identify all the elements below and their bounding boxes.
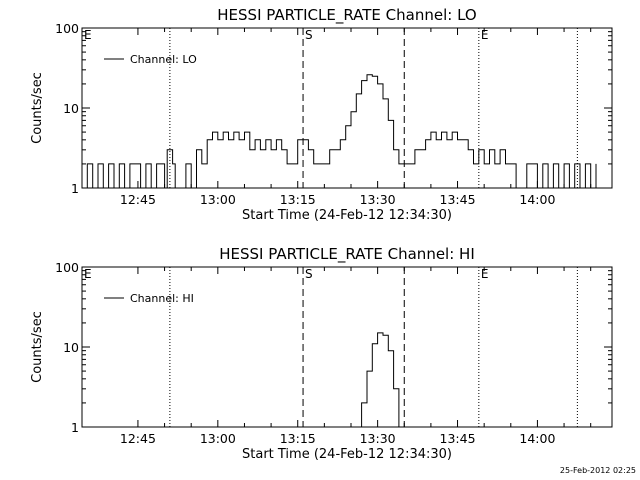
panel-lo: HESSI PARTICLE_RATE Channel: LO 12:45 13:0…: [30, 6, 613, 223]
x-tick-label: 13:45: [440, 192, 476, 207]
x-tick-label: 12:45: [120, 192, 156, 207]
marker-label: E: [481, 267, 489, 281]
x-tick-label: 13:15: [280, 431, 316, 446]
x-tick-label: 13:15: [280, 192, 316, 207]
x-tick-label: 14:00: [519, 431, 555, 446]
x-tick-label: 14:00: [519, 192, 555, 207]
chart-title: HESSI PARTICLE_RATE Channel: HI: [219, 245, 475, 264]
y-tick-label: 100: [55, 21, 79, 36]
x-tick-label: 13:00: [200, 192, 236, 207]
plot-frame: [81, 266, 613, 428]
y-tick-label: 10: [63, 340, 79, 355]
x-tick-label: 13:30: [360, 431, 396, 446]
legend-entry: Channel: LO: [130, 53, 197, 66]
footer-timestamp: 25-Feb-2012 02:25: [560, 466, 636, 475]
marker-label: S: [305, 28, 313, 42]
marker-label: E: [84, 267, 92, 281]
marker-label: S: [305, 267, 313, 281]
y-tick-label: 100: [55, 260, 79, 275]
y-tick-label: 1: [71, 420, 79, 435]
panel-hi: HESSI PARTICLE_RATE Channel: HI 12:45 13:0…: [30, 245, 613, 462]
y-tick-label: 10: [63, 101, 79, 116]
y-tick-label: 1: [71, 181, 79, 196]
x-axis-label: Start Time (24-Feb-12 12:34:30): [242, 447, 452, 462]
chart-title: HESSI PARTICLE_RATE Channel: LO: [217, 6, 476, 25]
x-axis-label: Start Time (24-Feb-12 12:34:30): [242, 208, 452, 223]
x-tick-label: 13:30: [360, 192, 396, 207]
x-tick-label: 13:00: [200, 431, 236, 446]
legend-entry: Channel: HI: [130, 292, 194, 305]
y-axis-label: Counts/sec: [30, 72, 45, 144]
series-line: [356, 332, 400, 428]
x-tick-label: 13:45: [440, 431, 476, 446]
marker-label: E: [84, 28, 92, 42]
marker-label: E: [481, 28, 489, 42]
x-tick-label: 12:45: [120, 431, 156, 446]
y-axis-label: Counts/sec: [30, 311, 45, 383]
series-line: [82, 74, 597, 189]
